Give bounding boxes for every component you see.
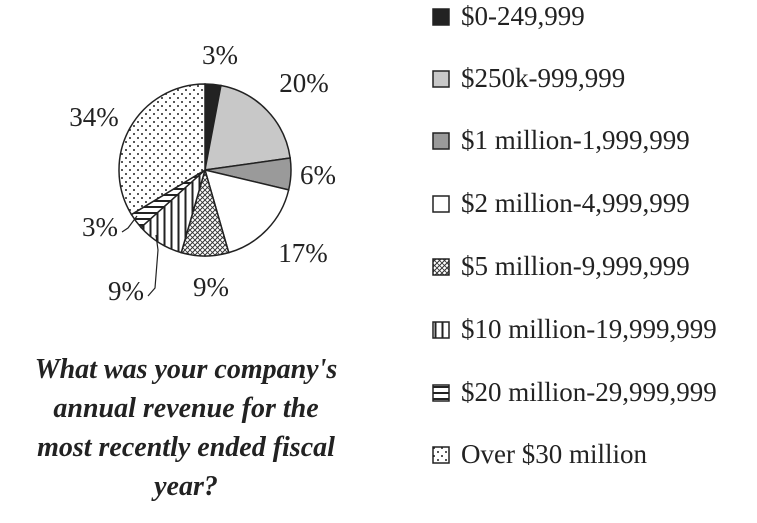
pie-data-label: 20% xyxy=(279,68,329,98)
legend-label: $20 million-29,999,999 xyxy=(461,377,717,407)
pie-data-label: 17% xyxy=(278,238,328,268)
pie-slice xyxy=(118,83,206,216)
legend-item: $0-249,999 xyxy=(432,0,757,32)
leader-line xyxy=(121,215,138,233)
chart-title-line: What was your company's xyxy=(34,354,338,385)
pie-slices xyxy=(118,83,292,257)
legend-label: $250k-999,999 xyxy=(461,63,626,93)
pie-data-label: 9% xyxy=(193,272,229,302)
legend-item: $1 million-1,999,999 xyxy=(432,124,757,156)
pie-data-label: 9% xyxy=(108,276,144,306)
legend-label: $5 million-9,999,999 xyxy=(461,251,690,281)
legend-swatch xyxy=(432,132,450,150)
legend-item: $250k-999,999 xyxy=(432,62,757,94)
legend-item: $5 million-9,999,999 xyxy=(432,250,757,282)
legend-swatch xyxy=(432,384,450,402)
leader-lines xyxy=(121,215,159,297)
legend-label: $2 million-4,999,999 xyxy=(461,188,690,218)
pie-data-label: 3% xyxy=(202,40,238,70)
chart-title-line: year? xyxy=(154,471,218,502)
chart-title-line: annual revenue for the xyxy=(53,393,319,424)
legend-item: $2 million-4,999,999 xyxy=(432,187,757,219)
legend-swatch xyxy=(432,8,450,26)
pie-data-label: 3% xyxy=(82,212,118,242)
pie-data-label: 6% xyxy=(300,160,336,190)
legend-item: $10 million-19,999,999 xyxy=(432,313,757,345)
legend-swatch xyxy=(432,321,450,339)
legend-swatch xyxy=(432,195,450,213)
legend-label: $10 million-19,999,999 xyxy=(461,314,717,344)
pie-data-labels: 3% 20% 6% 17% 9% 9% 3% 34% xyxy=(69,40,336,306)
legend-swatch xyxy=(432,70,450,88)
chart-title: What was your company's annual revenue f… xyxy=(0,350,372,506)
chart-title-line: most recently ended fiscal xyxy=(37,432,335,463)
pie-slice xyxy=(204,84,292,171)
pie-chart: 3% 20% 6% 17% 9% 9% 3% 34% xyxy=(69,40,336,306)
legend-label: $1 million-1,999,999 xyxy=(461,125,690,155)
legend-swatch xyxy=(432,258,450,276)
legend-item: $20 million-29,999,999 xyxy=(432,376,757,408)
legend-item: Over $30 million xyxy=(432,438,757,470)
pie-data-label: 34% xyxy=(69,102,119,132)
leader-line xyxy=(147,234,159,297)
pie-slice xyxy=(203,168,290,254)
legend-swatch xyxy=(432,446,450,464)
legend-label: Over $30 million xyxy=(461,439,647,469)
legend-label: $0-249,999 xyxy=(461,1,585,31)
